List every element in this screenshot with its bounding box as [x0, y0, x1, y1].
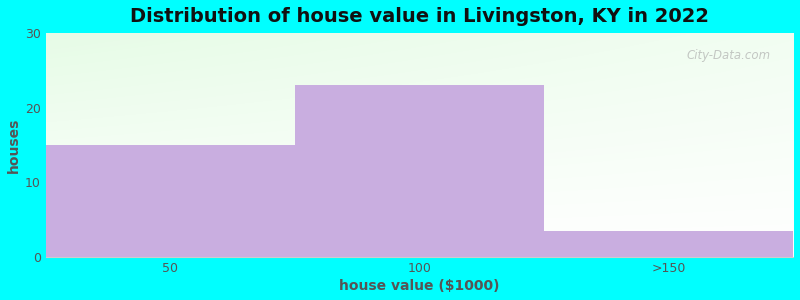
Bar	[295, 85, 544, 257]
Bar	[544, 231, 793, 257]
Text: City-Data.com: City-Data.com	[686, 49, 770, 62]
Bar	[46, 145, 295, 257]
Y-axis label: houses: houses	[7, 117, 21, 173]
X-axis label: house value ($1000): house value ($1000)	[339, 279, 500, 293]
Title: Distribution of house value in Livingston, KY in 2022: Distribution of house value in Livingsto…	[130, 7, 709, 26]
